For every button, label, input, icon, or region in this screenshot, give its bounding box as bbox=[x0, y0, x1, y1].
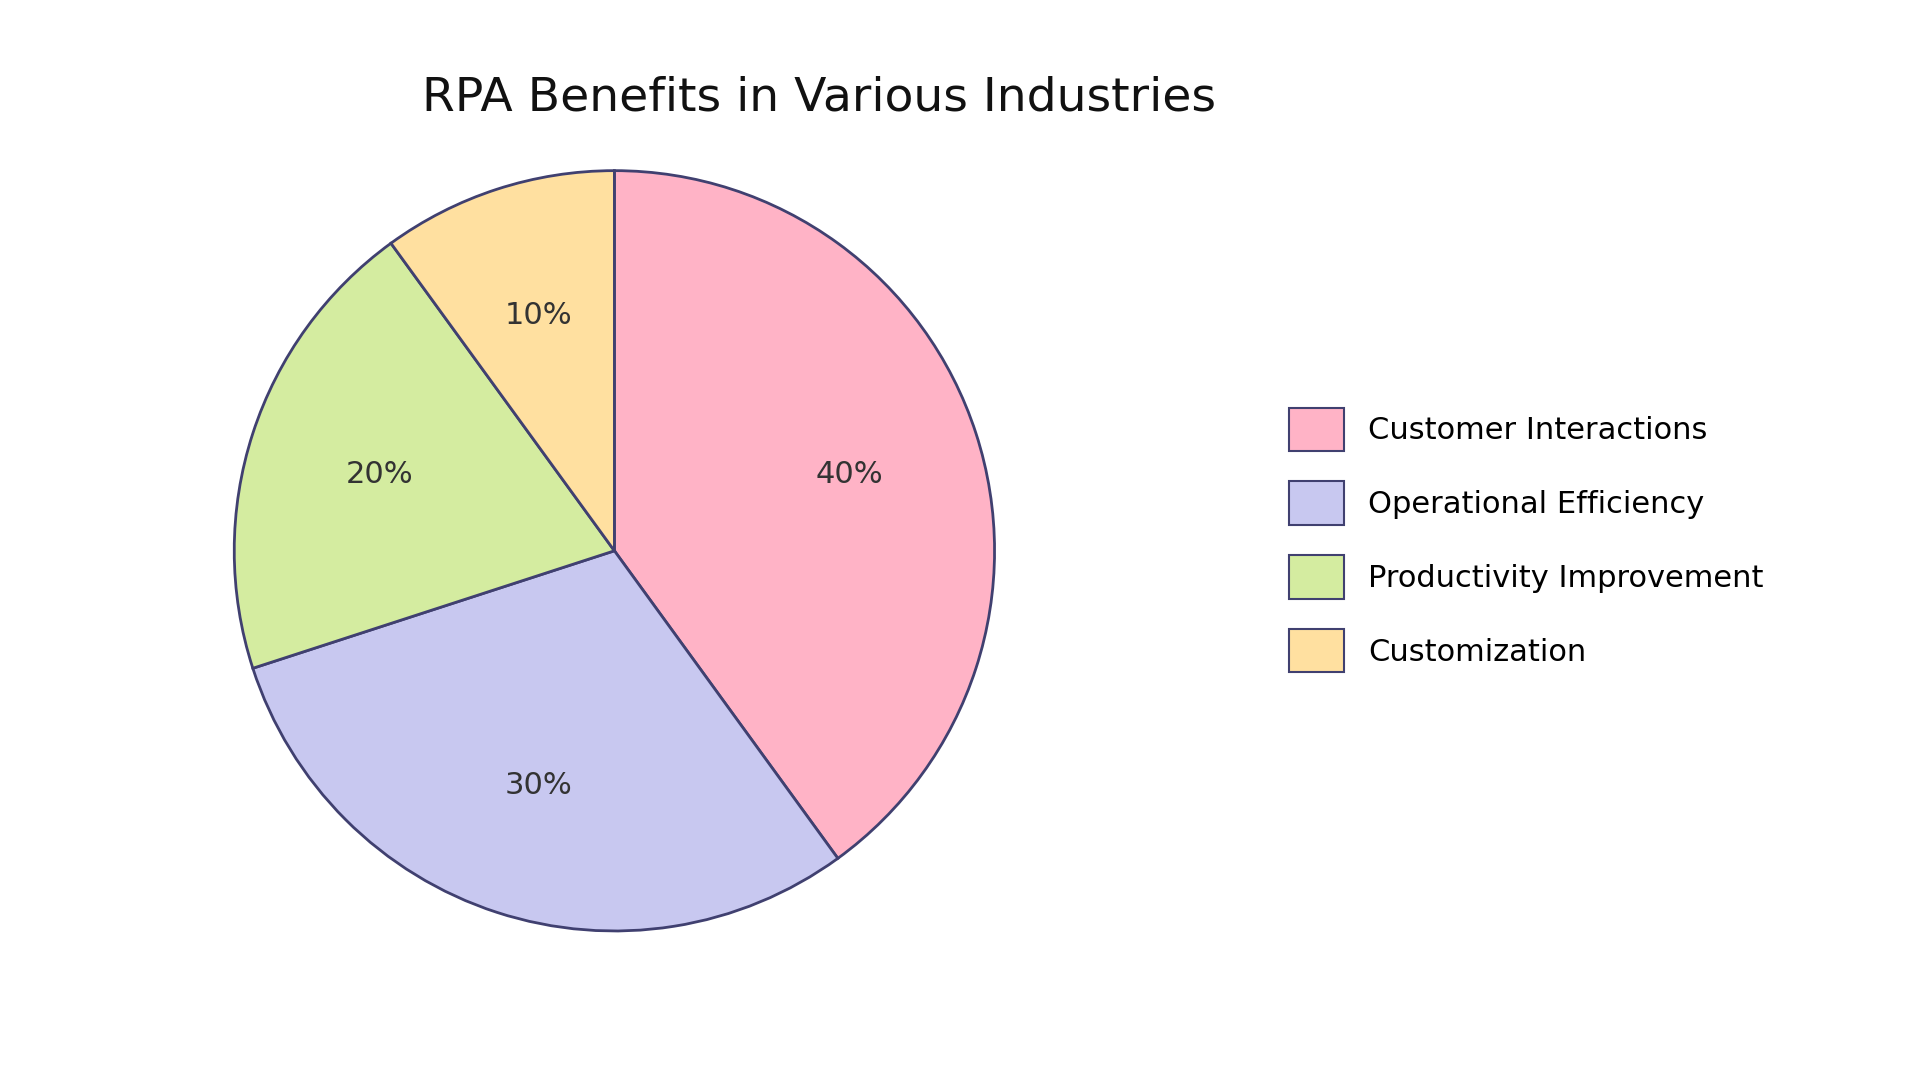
Text: 10%: 10% bbox=[505, 301, 572, 330]
Wedge shape bbox=[234, 243, 614, 669]
Text: 30%: 30% bbox=[505, 771, 572, 800]
Wedge shape bbox=[392, 171, 614, 551]
Text: RPA Benefits in Various Industries: RPA Benefits in Various Industries bbox=[422, 76, 1217, 121]
Text: 20%: 20% bbox=[346, 460, 413, 489]
Wedge shape bbox=[253, 551, 837, 931]
Text: 40%: 40% bbox=[816, 460, 883, 489]
Legend: Customer Interactions, Operational Efficiency, Productivity Improvement, Customi: Customer Interactions, Operational Effic… bbox=[1288, 407, 1764, 673]
Wedge shape bbox=[614, 171, 995, 859]
